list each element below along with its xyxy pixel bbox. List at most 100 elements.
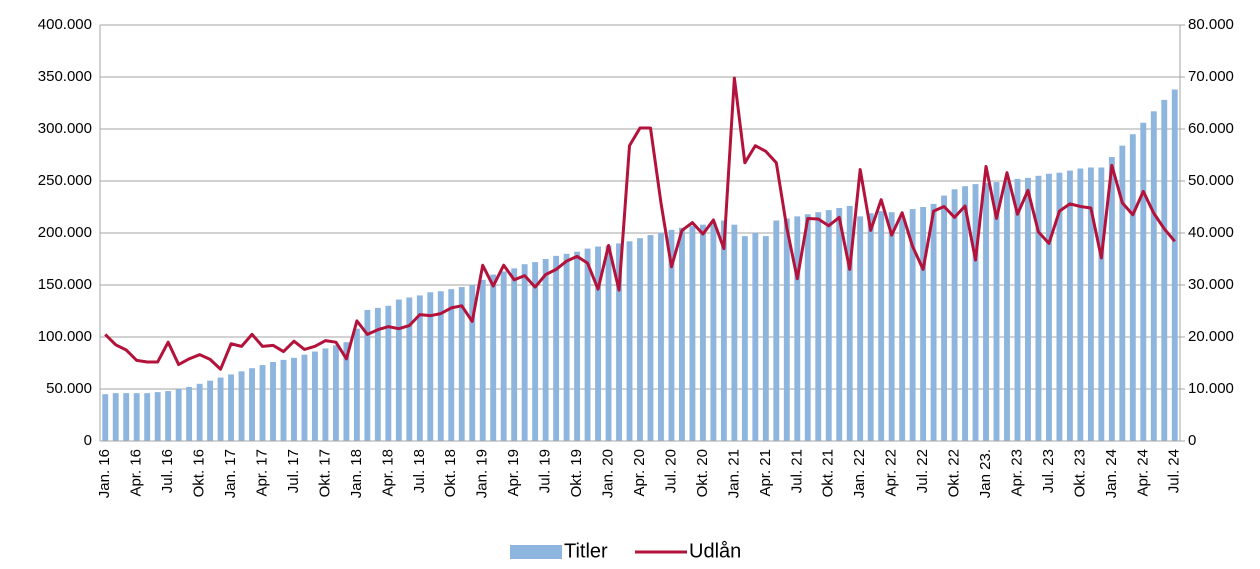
x-tick-label: Okt. 23 xyxy=(1071,449,1088,497)
x-tick-label: Jan. 24 xyxy=(1103,449,1120,498)
y-tick-label: 100.000 xyxy=(38,328,92,345)
bar xyxy=(490,274,497,441)
bar xyxy=(312,351,318,441)
bar xyxy=(637,238,643,441)
bar xyxy=(836,208,843,441)
legend-label: Titler xyxy=(564,540,608,562)
y-tick-label: 250.000 xyxy=(38,172,92,189)
x-tick-label: Okt. 22 xyxy=(946,449,963,497)
x-tick-label: Jan. 19 xyxy=(474,449,491,498)
bar xyxy=(857,216,864,441)
x-tick-label: Okt. 19 xyxy=(568,449,585,497)
x-tick-label: Okt. 18 xyxy=(442,449,459,497)
bar xyxy=(123,393,130,441)
bar xyxy=(689,225,696,441)
bar xyxy=(521,264,528,441)
bar xyxy=(1066,170,1073,441)
bar xyxy=(385,305,392,441)
bar xyxy=(1108,157,1115,441)
bar xyxy=(1045,173,1052,441)
bar xyxy=(804,214,811,441)
x-tick-label: Apr. 24 xyxy=(1134,449,1151,497)
bar xyxy=(574,251,581,441)
y-tick-label: 350.000 xyxy=(38,68,92,85)
y2-tick-label: 80.000 xyxy=(1188,16,1234,33)
bar xyxy=(1087,167,1094,442)
y2-tick-label: 70.000 xyxy=(1188,68,1234,85)
bar xyxy=(102,394,109,441)
bar xyxy=(542,259,549,441)
bar xyxy=(563,253,570,441)
x-tick-label: Jan 23. xyxy=(977,449,994,498)
bar xyxy=(112,393,119,441)
y2-tick-label: 20.000 xyxy=(1188,328,1234,345)
bar xyxy=(762,236,769,441)
x-tick-label: Jul. 23 xyxy=(1040,449,1057,493)
bar xyxy=(1035,175,1042,442)
y-tick-label: 150.000 xyxy=(38,276,92,293)
bar xyxy=(930,203,937,441)
bar xyxy=(899,217,906,441)
bar xyxy=(1119,145,1126,441)
bar xyxy=(374,307,381,441)
bar xyxy=(332,345,339,441)
bar xyxy=(993,182,1000,442)
bar xyxy=(196,383,203,441)
bar xyxy=(1129,134,1136,441)
bar xyxy=(207,380,214,441)
bar xyxy=(983,183,989,441)
bar xyxy=(867,213,874,441)
bar xyxy=(343,342,350,441)
x-tick-label: Apr. 21 xyxy=(757,449,774,497)
bar xyxy=(479,279,486,441)
bar xyxy=(133,393,140,441)
bar xyxy=(175,389,182,441)
bar xyxy=(448,289,455,441)
bar xyxy=(658,233,664,441)
bar xyxy=(920,207,927,441)
bar xyxy=(406,297,413,441)
bar xyxy=(668,229,675,441)
y2-tick-label: 40.000 xyxy=(1188,224,1234,241)
bar xyxy=(238,371,245,441)
bar xyxy=(553,255,560,441)
bar xyxy=(1098,167,1105,442)
bar xyxy=(511,268,518,441)
y-tick-label: 400.000 xyxy=(38,16,92,33)
x-tick-label: Apr. 19 xyxy=(505,449,522,497)
bar xyxy=(720,220,727,441)
bar xyxy=(228,374,235,441)
bar xyxy=(752,233,759,441)
bar xyxy=(941,195,948,441)
bar xyxy=(532,262,539,441)
bar xyxy=(1077,168,1084,441)
x-tick-label: Jul. 18 xyxy=(411,449,428,493)
bar xyxy=(416,295,423,441)
x-tick-label: Jul. 24 xyxy=(1166,449,1183,493)
bar xyxy=(699,224,706,441)
x-tick-label: Jan. 18 xyxy=(348,449,365,498)
bar xyxy=(1025,177,1031,441)
bar xyxy=(186,386,193,441)
y-tick-label: 0 xyxy=(84,432,92,449)
bar xyxy=(270,361,276,441)
bar xyxy=(458,287,465,441)
bar xyxy=(144,393,151,441)
y-tick-label: 200.000 xyxy=(38,224,92,241)
x-tick-label: Jan. 16 xyxy=(96,449,113,498)
x-tick-label: Okt. 20 xyxy=(694,449,711,497)
x-tick-label: Jan. 21 xyxy=(725,449,742,498)
bar xyxy=(259,365,266,441)
bar xyxy=(395,299,402,441)
bar xyxy=(301,354,308,441)
bar xyxy=(584,248,591,441)
bar xyxy=(773,220,780,441)
y2-tick-label: 60.000 xyxy=(1188,120,1234,137)
x-tick-label: Apr. 16 xyxy=(128,449,145,497)
y2-tick-label: 50.000 xyxy=(1188,172,1234,189)
x-tick-label: Apr. 23 xyxy=(1008,449,1025,497)
bar xyxy=(500,271,507,441)
bar xyxy=(217,377,224,441)
bar xyxy=(972,184,979,441)
x-tick-label: Apr. 22 xyxy=(883,449,900,497)
